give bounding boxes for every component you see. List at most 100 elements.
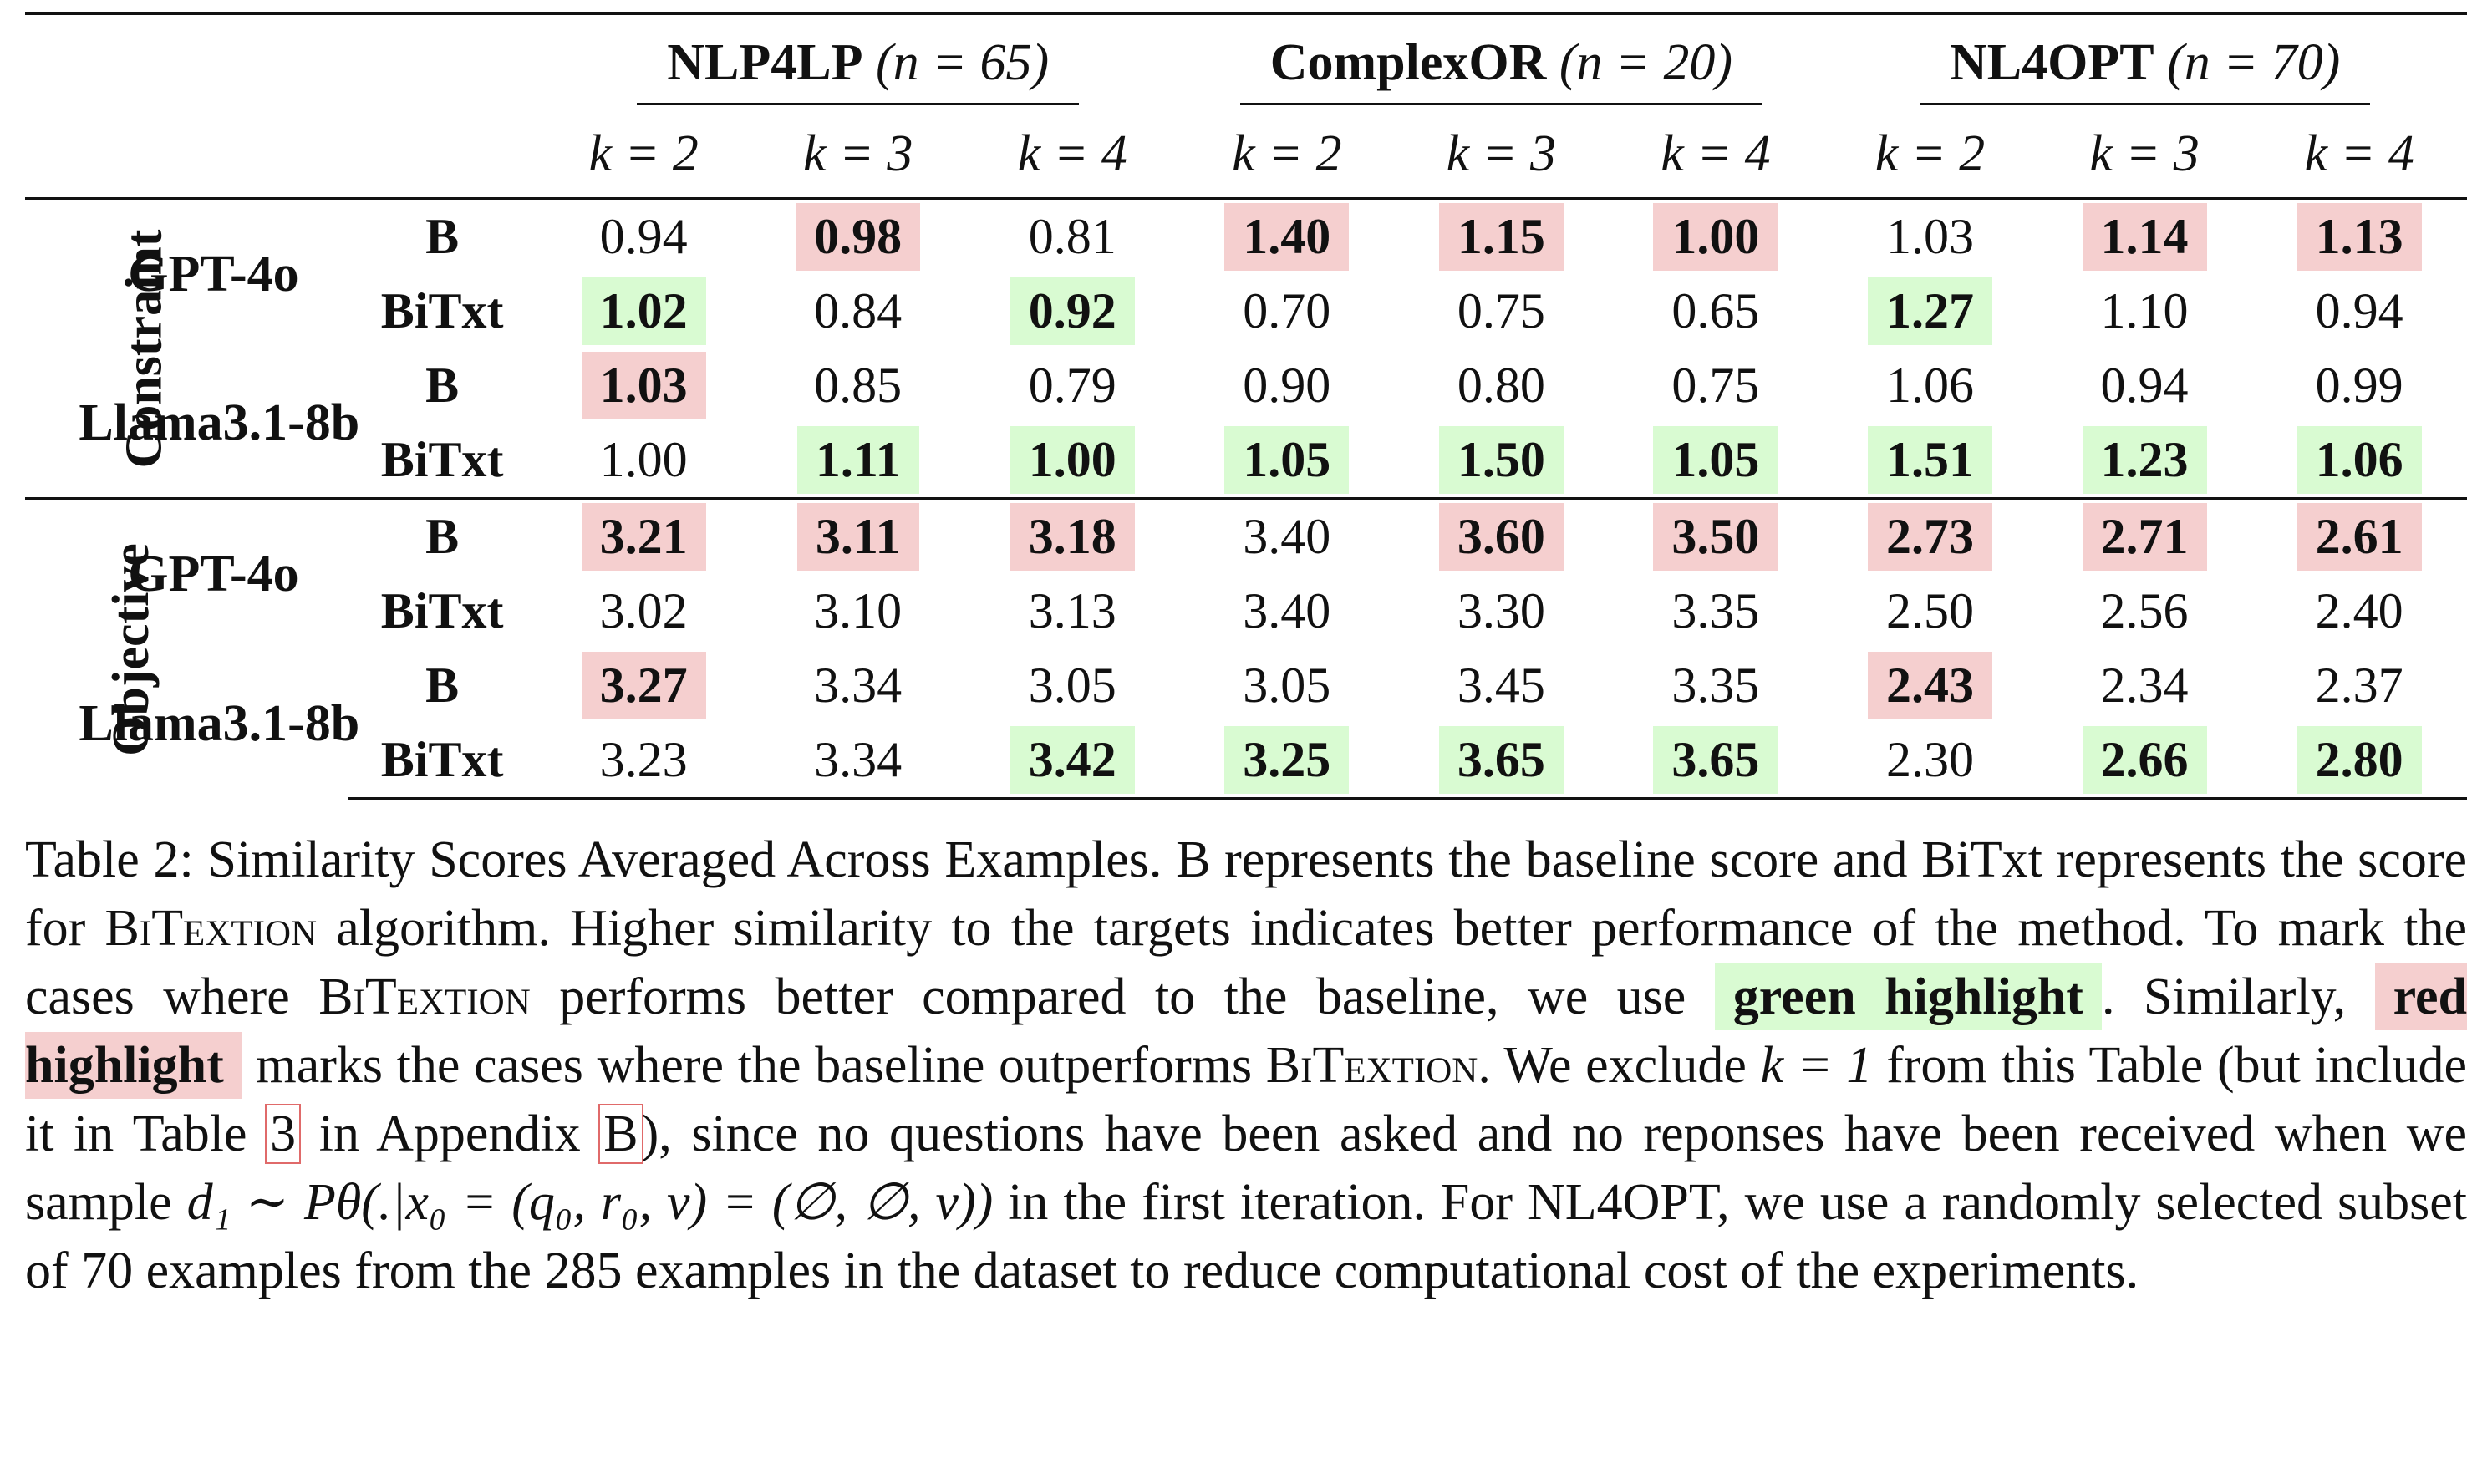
table-row: BiTxt 1.02 0.84 0.92 0.70 0.75 0.65 1.27 1.10 0.9… xyxy=(25,274,2467,348)
method-label: B xyxy=(425,658,460,713)
results-table: NLP4LP (n = 65) ComplexOR (n = 20) NL4OP… xyxy=(25,12,2467,800)
score-cell: 3.35 xyxy=(1671,658,1760,713)
score-cell: 0.85 xyxy=(814,358,903,413)
score-cell: 2.66 xyxy=(2037,723,2252,800)
table-row: Objective GPT-4o B 3.21 3.11 3.18 3.40 3.60 3.50… xyxy=(25,497,2467,799)
score-cell: 1.06 xyxy=(1885,358,1974,413)
group-header-nl4opt: NL4OPT (n = 70) xyxy=(1823,13,2467,110)
score-cell: 3.42 xyxy=(964,723,1180,800)
score-cell: 2.30 xyxy=(1823,723,2037,800)
score-cell: 3.50 xyxy=(1608,497,1823,574)
score-cell: 3.35 xyxy=(1671,583,1760,638)
bitextion-name: BiTextion xyxy=(1265,1037,1478,1094)
score-cell: 3.05 xyxy=(1028,658,1116,713)
score-cell: 3.30 xyxy=(1457,583,1545,638)
model-label: GPT-4o xyxy=(79,197,348,348)
group-header-nlp4lp: NLP4LP (n = 65) xyxy=(537,13,1180,110)
score-cell: 2.61 xyxy=(2251,497,2467,574)
table-row: Llama3.1-8b B 3.27 3.34 3.05 3.05 3.45 3.35 2.43… xyxy=(25,648,2467,752)
method-label: B xyxy=(425,358,460,413)
score-cell: 3.02 xyxy=(599,583,688,638)
bitextion-name: BiTextion xyxy=(104,900,318,957)
score-cell: 0.94 xyxy=(2315,283,2403,338)
score-cell: 3.13 xyxy=(1028,583,1116,638)
score-cell: 1.03 xyxy=(537,348,751,423)
k-header: k = 4 xyxy=(2304,125,2414,182)
k-header: k = 2 xyxy=(1232,125,1342,182)
score-cell: 0.98 xyxy=(750,197,965,274)
score-cell: 3.34 xyxy=(750,723,965,800)
score-cell: 0.75 xyxy=(1457,283,1545,338)
model-label: Llama3.1-8b xyxy=(79,694,360,752)
score-cell: 0.65 xyxy=(1671,283,1760,338)
score-cell: 0.70 xyxy=(1243,283,1331,338)
method-label: BiTxt xyxy=(380,283,504,338)
k-header: k = 3 xyxy=(2089,125,2200,182)
score-cell: 1.02 xyxy=(537,274,751,348)
score-cell: 1.14 xyxy=(2037,197,2252,274)
score-cell: 0.75 xyxy=(1671,358,1760,413)
score-cell: 1.06 xyxy=(2251,423,2467,499)
score-cell: 3.60 xyxy=(1394,497,1609,574)
score-cell: 2.80 xyxy=(2251,723,2467,800)
model-label: Llama3.1-8b xyxy=(79,394,360,451)
score-cell: 3.40 xyxy=(1243,583,1331,638)
score-cell: 0.84 xyxy=(814,283,903,338)
score-cell: 1.03 xyxy=(1823,197,2037,274)
score-cell: 1.10 xyxy=(2100,283,2189,338)
k-header: k = 4 xyxy=(1017,125,1127,182)
score-cell: 3.18 xyxy=(964,497,1180,574)
score-cell: 3.11 xyxy=(750,497,965,574)
method-label: B xyxy=(348,197,537,274)
score-cell: 3.65 xyxy=(1608,723,1823,800)
k-header: k = 4 xyxy=(1661,125,1771,182)
method-label: B xyxy=(348,497,537,574)
score-cell: 2.56 xyxy=(2100,583,2189,638)
model-label: GPT-4o xyxy=(79,497,348,648)
score-cell: 0.92 xyxy=(965,274,1180,348)
table-3-link[interactable]: 3 xyxy=(265,1104,302,1164)
score-cell: 0.81 xyxy=(964,197,1180,274)
score-cell: 1.00 xyxy=(1608,197,1823,274)
score-cell: 3.34 xyxy=(814,658,903,713)
k-header-spacer xyxy=(25,110,537,199)
score-cell: 2.73 xyxy=(1823,497,2037,574)
score-cell: 3.25 xyxy=(1179,723,1395,800)
score-cell: 1.27 xyxy=(1823,274,2037,348)
score-cell: 3.21 xyxy=(536,497,751,574)
k-header: k = 3 xyxy=(803,125,913,182)
score-cell: 3.05 xyxy=(1243,658,1331,713)
score-cell: 1.13 xyxy=(2251,197,2467,274)
method-label: BiTxt xyxy=(380,432,504,487)
k-header: k = 3 xyxy=(1446,125,1557,182)
score-cell: 1.05 xyxy=(1609,423,1823,499)
appendix-b-link[interactable]: B xyxy=(598,1104,643,1164)
table-row: Constraint GPT-4o B 0.94 0.98 0.81 1.40 1.15 1.0… xyxy=(25,197,2467,499)
score-cell: 1.15 xyxy=(1394,197,1609,274)
score-cell: 3.45 xyxy=(1457,658,1545,713)
score-cell: 3.65 xyxy=(1394,723,1609,800)
score-cell: 1.23 xyxy=(2037,423,2252,499)
score-cell: 2.34 xyxy=(2100,658,2189,713)
score-cell: 1.50 xyxy=(1394,423,1609,499)
score-cell: 0.80 xyxy=(1457,358,1545,413)
group-header-complexor: ComplexOR (n = 20) xyxy=(1180,13,1823,110)
score-cell: 1.05 xyxy=(1180,423,1395,499)
score-cell: 1.40 xyxy=(1179,197,1395,274)
section-label-objective: Objective xyxy=(25,497,160,799)
table-row: BiTxt 3.02 3.10 3.13 3.40 3.30 3.35 2.50 2.56 2.4… xyxy=(25,574,2467,648)
results-table-wrapper: NLP4LP (n = 65) ComplexOR (n = 20) NL4OP… xyxy=(25,12,2467,800)
score-cell: 1.00 xyxy=(599,432,688,487)
k-header: k = 2 xyxy=(588,125,699,182)
table-row: Llama3.1-8b B 1.03 0.85 0.79 0.90 0.80 0.75 1.06… xyxy=(25,348,2467,451)
score-cell: 0.79 xyxy=(1028,358,1116,413)
table-row: BiTxt 3.23 3.34 3.42 3.25 3.65 3.65 2.30 2.66 2.8… xyxy=(25,723,2467,800)
score-cell: 2.40 xyxy=(2315,583,2403,638)
section-label-constraint: Constraint xyxy=(25,197,172,499)
sampling-formula: d₁ ∼ Pθ(.|x₀ = (q₀, r₀, v) = (∅, ∅, v)) xyxy=(186,1174,994,1231)
score-cell: 0.94 xyxy=(536,197,751,274)
score-cell: 2.43 xyxy=(1823,648,2037,723)
k-header: k = 2 xyxy=(1874,125,1986,182)
header-spacer xyxy=(25,13,537,110)
green-highlight-legend: green highlight xyxy=(1714,963,2102,1030)
